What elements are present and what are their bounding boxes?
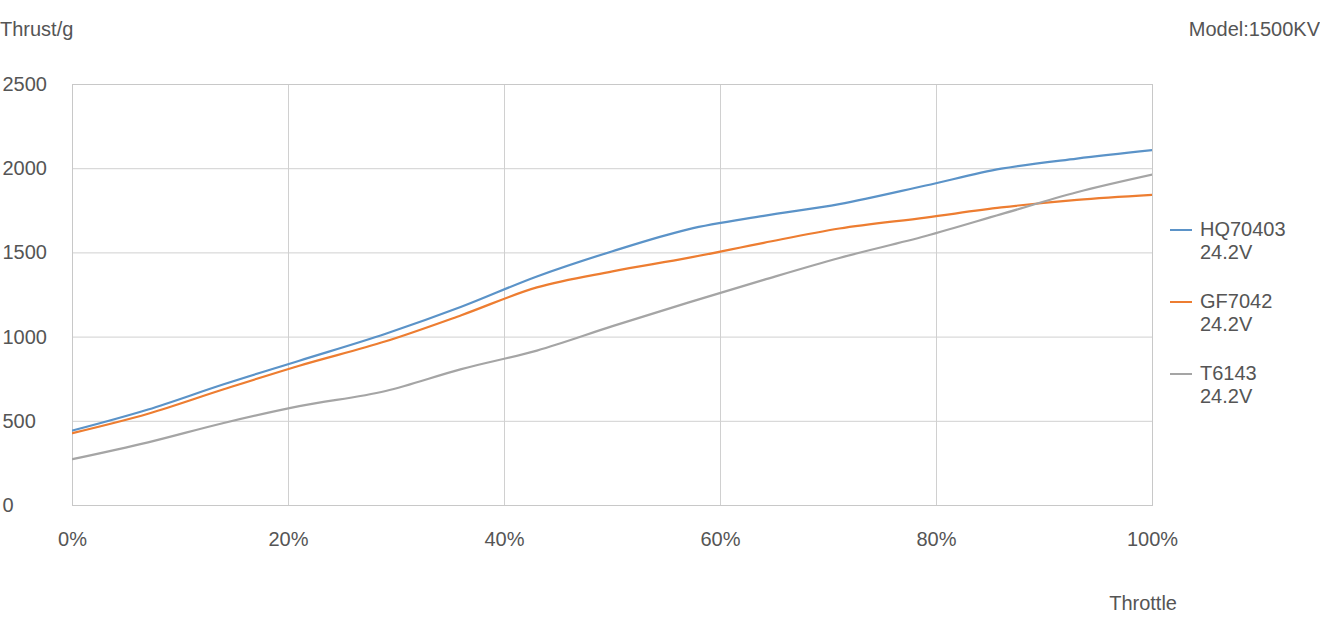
svg-text:80%: 80%: [916, 528, 956, 550]
html-text:Thrust/g: Thrust/g: [0, 18, 74, 40]
html-text:24.2V: 24.2V: [1200, 241, 1253, 263]
html-text:24.2V: 24.2V: [1200, 313, 1253, 335]
html-text:Model:1500KV: Model:1500KV: [1188, 18, 1320, 40]
svg-text:1500: 1500: [3, 241, 48, 263]
svg-text:0: 0: [3, 494, 14, 516]
html-text:HQ70403: HQ70403: [1200, 218, 1286, 240]
html-text:GF7042: GF7042: [1200, 290, 1273, 312]
svg-text:0%: 0%: [58, 528, 87, 550]
html-text:24.2V: 24.2V: [1200, 385, 1253, 407]
svg-text:2000: 2000: [3, 157, 48, 179]
svg-text:500: 500: [3, 410, 36, 432]
svg-text:1000: 1000: [3, 326, 48, 348]
svg-text:20%: 20%: [268, 528, 308, 550]
html-text:Throttle: Throttle: [1109, 592, 1177, 614]
svg-text:2500: 2500: [3, 73, 48, 95]
html-text:T6143: T6143: [1200, 362, 1257, 384]
svg-text:100%: 100%: [1127, 528, 1178, 550]
svg-text:40%: 40%: [484, 528, 524, 550]
svg-text:60%: 60%: [700, 528, 740, 550]
